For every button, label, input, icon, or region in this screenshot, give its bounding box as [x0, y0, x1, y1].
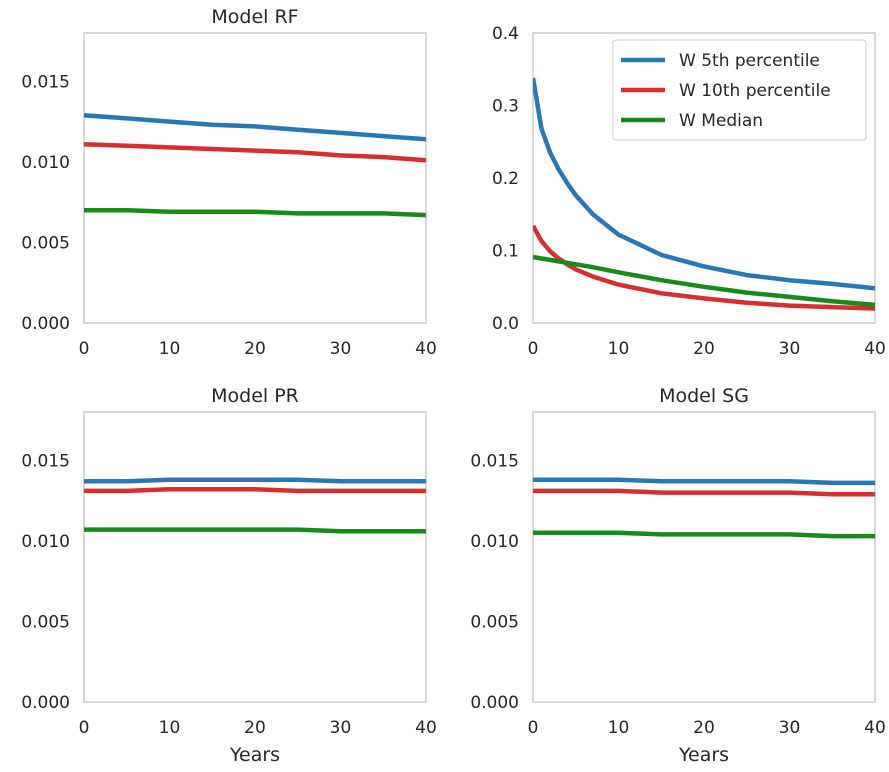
model-pr-x-axis-label: Years: [229, 744, 280, 766]
legend: W 5th percentile W 10th percentile W Media…: [612, 39, 867, 141]
model-pr-x-tick-label: 20: [244, 718, 266, 738]
model-rf-panel: Model RF 0 10 20 30 40 0.000 0.005 0.010 0.015: [21, 6, 436, 359]
panel-2-y-tick-label: 0.4: [492, 24, 519, 44]
model-sg-title: Model SG: [659, 385, 749, 407]
model-sg-panel: Model SG 0 10 20 30 40 0.000 0.005 0.010 0.015 Yea…: [470, 385, 885, 766]
panel-2-x-tick-label: 20: [693, 339, 715, 359]
model-sg-x-tick-label: 40: [864, 718, 886, 738]
panel-2-x-tick-label: 40: [864, 339, 886, 359]
model-pr-x-tick-label: 0: [79, 718, 90, 738]
model-pr-line-w-5th-percentile: [84, 477, 426, 484]
panel-2-y-tick-label: 0.3: [492, 97, 519, 117]
model-pr-x-tick-label: 30: [330, 718, 352, 738]
model-rf-y-tick-label: 0.005: [21, 233, 70, 253]
model-pr-x-tick-label: 10: [159, 718, 181, 738]
panel-2-x-tick-label: 10: [608, 339, 630, 359]
panel-2-y-tick-label: 0.1: [492, 242, 519, 262]
model-pr-y-tick-label: 0.005: [21, 612, 70, 632]
model-rf-line-w-5th-percentile: [84, 112, 426, 142]
model-rf-x-tick-label: 10: [159, 339, 181, 359]
model-sg-y-tick-label: 0.000: [470, 693, 519, 713]
model-pr-y-tick-label: 0.015: [21, 451, 70, 471]
model-pr-y-tick-label: 0.000: [21, 693, 70, 713]
model-rf-title: Model RF: [211, 6, 298, 28]
legend-box: [612, 39, 867, 141]
model-pr-x-tick-label: 40: [415, 718, 437, 738]
model-sg-line-w-median: [533, 530, 875, 539]
legend-label-w-median: W Median: [679, 111, 763, 131]
model-rf-line-w-median: [84, 207, 426, 218]
panel-2-panel: 0 10 20 30 40 0.0 0.1 0.2 0.3 0.4 W 5th percentile…: [492, 24, 886, 359]
model-pr-title: Model PR: [211, 385, 299, 407]
model-rf-x-tick-label: 20: [244, 339, 266, 359]
model-rf-x-tick-label: 40: [415, 339, 437, 359]
model-rf-y-tick-label: 0.010: [21, 153, 70, 173]
model-rf-x-tick-label: 0: [79, 339, 90, 359]
panel-2-x-tick-label: 30: [779, 339, 801, 359]
model-sg-y-tick-label: 0.010: [470, 532, 519, 552]
model-pr-y-tick-label: 0.010: [21, 532, 70, 552]
model-sg-line-w-10th-percentile: [533, 488, 875, 497]
model-sg-line-w-5th-percentile: [533, 477, 875, 486]
model-sg-x-axis-label: Years: [678, 744, 729, 766]
legend-label-w-10th-percentile: W 10th percentile: [679, 81, 831, 101]
model-sg-plot-area: [532, 411, 876, 703]
model-rf-line-w-10th-percentile: [84, 141, 426, 163]
panel-2-line-w-10th-percentile: [533, 224, 875, 311]
model-sg-x-tick-label: 20: [693, 718, 715, 738]
model-pr-panel: Model PR 0 10 20 30 40 0.000 0.005 0.010 0.015 Yea…: [21, 385, 436, 766]
model-sg-y-tick-label: 0.015: [470, 451, 519, 471]
model-sg-x-tick-label: 10: [608, 718, 630, 738]
model-pr-plot-area: [83, 411, 427, 703]
model-sg-y-tick-label: 0.005: [470, 612, 519, 632]
model-pr-line-w-median: [84, 527, 426, 534]
model-sg-x-tick-label: 0: [528, 718, 539, 738]
model-rf-plot-area: [83, 32, 427, 324]
model-pr-line-w-10th-percentile: [84, 487, 426, 494]
model-rf-x-tick-label: 30: [330, 339, 352, 359]
panel-2-line-w-5th-percentile: [533, 77, 875, 291]
panel-2-line-w-median: [533, 254, 875, 308]
model-rf-y-tick-label: 0.000: [21, 314, 70, 334]
model-rf-y-tick-label: 0.015: [21, 72, 70, 92]
panel-2-y-tick-label: 0.0: [492, 314, 519, 334]
model-sg-x-tick-label: 30: [779, 718, 801, 738]
panel-2-y-tick-label: 0.2: [492, 169, 519, 189]
panel-2-x-tick-label: 0: [528, 339, 539, 359]
legend-label-w-5th-percentile: W 5th percentile: [679, 51, 820, 71]
